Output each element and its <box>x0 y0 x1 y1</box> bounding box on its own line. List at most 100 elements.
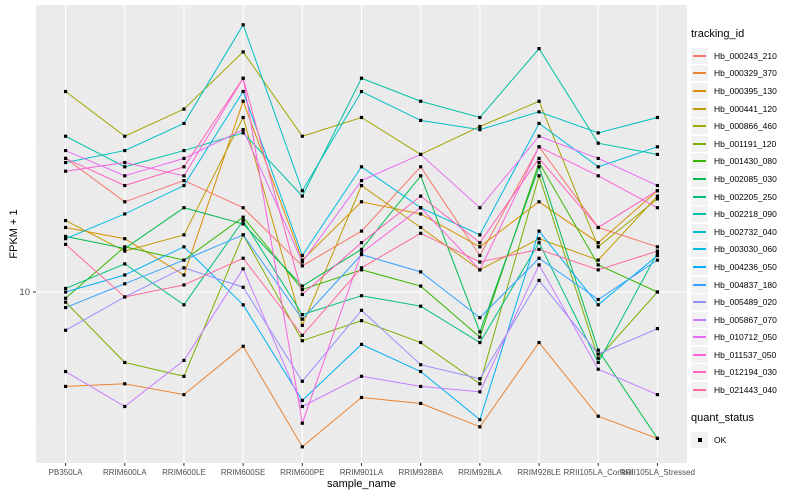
data-point <box>63 242 68 246</box>
data-point <box>241 215 245 219</box>
data-point <box>596 263 600 267</box>
data-point <box>241 131 245 135</box>
data-point <box>655 249 660 253</box>
data-point <box>300 333 304 337</box>
legend-key-box <box>691 100 708 117</box>
data-point <box>182 156 186 161</box>
legend-key-box <box>691 118 708 135</box>
legend-item-label: Hb_010712_050 <box>714 332 777 343</box>
x-tick-label: RRII105LA_Stressed <box>620 468 695 477</box>
data-point <box>596 131 600 135</box>
data-point <box>241 344 245 348</box>
legend-item-label: Hb_001430_080 <box>714 156 777 167</box>
data-point <box>63 237 68 241</box>
y-tick-label: 10 <box>19 287 30 298</box>
data-point <box>63 384 68 389</box>
x-tick-label: RRIM600PE <box>280 468 324 477</box>
data-point <box>655 436 660 441</box>
legend-item-Hb_012194_030: Hb_012194_030 <box>691 364 799 382</box>
data-point <box>300 313 304 317</box>
data-point <box>478 128 482 132</box>
data-point <box>596 303 600 307</box>
data-point <box>359 251 364 255</box>
legend-panel: tracking_id Hb_000243_210 Hb_000329_370 Hb… <box>691 28 799 448</box>
data-point <box>182 178 186 183</box>
data-point <box>419 99 423 103</box>
data-point <box>123 160 127 165</box>
data-point <box>300 323 304 327</box>
legend-item-label: Hb_002732_040 <box>714 226 777 237</box>
tracking-legend-title: tracking_id <box>691 28 745 40</box>
data-point <box>655 327 660 331</box>
data-point <box>478 253 482 258</box>
quant-legend-title: quant_status <box>691 411 754 424</box>
data-point <box>596 174 600 178</box>
data-point <box>419 284 423 288</box>
data-point <box>478 340 482 345</box>
data-point <box>359 319 364 323</box>
data-point <box>478 124 482 129</box>
data-point <box>182 183 186 188</box>
data-point <box>182 393 186 397</box>
x-tick-label: RRII105LA_Control <box>564 468 634 477</box>
data-point <box>300 339 304 343</box>
legend-key-box <box>691 276 708 293</box>
data-point <box>655 251 660 255</box>
x-tick-label: RRIM600LA <box>103 468 147 477</box>
data-point <box>359 342 364 346</box>
legend-item-label: Hb_012194_030 <box>714 367 777 378</box>
legend-item-Hb_003030_060: Hb_003030_060 <box>691 241 799 259</box>
data-point <box>300 421 304 425</box>
data-point <box>123 382 127 386</box>
data-point <box>537 156 541 161</box>
data-point <box>419 174 423 178</box>
legend-key-box <box>691 294 708 311</box>
data-point <box>359 165 364 169</box>
legend-item-Hb_010712_050: Hb_010712_050 <box>691 329 799 347</box>
data-point <box>123 249 127 253</box>
legend-key-box <box>691 65 708 82</box>
data-point <box>359 395 364 400</box>
legend-color-line-icon <box>693 389 706 392</box>
data-point <box>182 358 186 362</box>
data-point <box>596 225 600 230</box>
data-point <box>300 284 304 288</box>
data-point <box>182 107 186 111</box>
data-point <box>300 287 304 292</box>
legend-item-label: Hb_005867_070 <box>714 314 777 325</box>
data-point <box>655 258 660 262</box>
legend-key-box <box>691 153 708 170</box>
data-point <box>359 241 364 245</box>
data-point <box>241 50 245 54</box>
legend-key-box <box>691 382 708 399</box>
data-point <box>241 206 245 210</box>
legend-item-label: Hb_000441_120 <box>714 103 777 114</box>
data-point <box>359 268 364 272</box>
data-point <box>537 110 541 114</box>
legend-item-Hb_001191_120: Hb_001191_120 <box>691 135 799 153</box>
data-point <box>537 340 541 345</box>
data-point <box>655 145 660 149</box>
legend-item-label: Hb_005489_020 <box>714 297 777 308</box>
data-point <box>478 382 482 386</box>
data-point <box>419 118 423 123</box>
data-point <box>182 258 186 262</box>
legend-item-label: Hb_002085_030 <box>714 173 777 184</box>
data-point <box>182 148 186 153</box>
data-point <box>241 218 245 223</box>
legend-color-line-icon <box>693 107 706 110</box>
data-point <box>123 200 127 204</box>
data-point <box>63 160 68 165</box>
legend-key-box <box>691 346 708 363</box>
legend-color-line-icon <box>693 230 706 233</box>
x-tick-label: RRIM928LA <box>458 468 502 477</box>
data-point <box>359 247 364 251</box>
legend-color-line-icon <box>693 72 706 75</box>
data-point <box>241 128 245 132</box>
data-point <box>596 245 600 249</box>
data-point <box>537 241 541 245</box>
data-point <box>123 262 127 266</box>
legend-color-line-icon <box>693 177 706 180</box>
data-point <box>241 23 245 27</box>
data-point <box>478 233 482 237</box>
